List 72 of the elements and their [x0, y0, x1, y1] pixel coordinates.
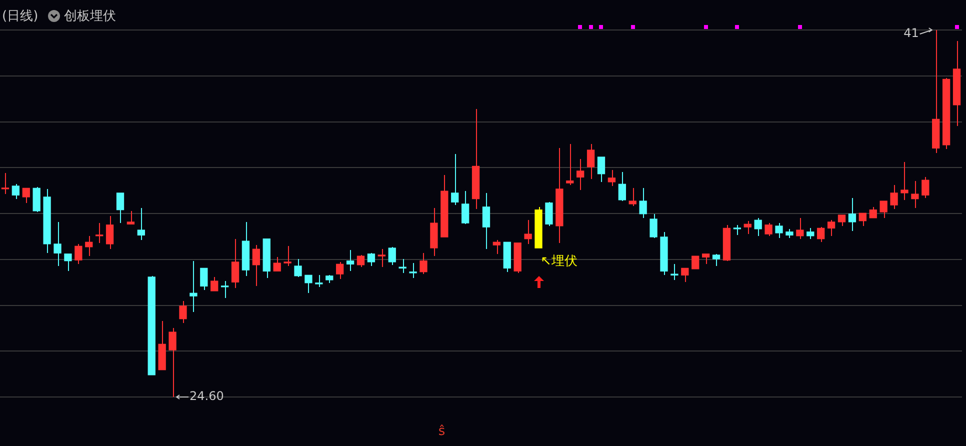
candlestick — [670, 264, 678, 280]
candlestick — [545, 202, 553, 226]
candlestick — [618, 172, 626, 202]
candlestick — [210, 276, 218, 292]
candlestick — [681, 268, 689, 282]
annotation: ↖埋伏 — [540, 253, 578, 270]
candlestick — [231, 238, 240, 288]
candlestick — [806, 228, 814, 240]
candlestick — [315, 274, 323, 288]
candlestick — [524, 220, 532, 244]
candlestick — [294, 258, 302, 278]
candlestick — [74, 244, 82, 264]
candlestick — [346, 250, 354, 272]
candlestick — [126, 210, 135, 224]
candlestick — [586, 144, 595, 180]
annotation: 41 — [904, 26, 919, 40]
candlestick — [628, 188, 636, 206]
candlestick — [32, 186, 40, 212]
candlestick — [482, 192, 490, 250]
candlestick — [858, 212, 866, 226]
candlestick — [461, 190, 470, 224]
candlestick — [273, 256, 281, 272]
candlestick — [650, 214, 658, 238]
candlestick — [890, 184, 898, 210]
candlestick — [179, 300, 187, 324]
annotation: 24.60 — [190, 389, 224, 404]
candlestick — [356, 254, 365, 268]
candlestick — [639, 188, 647, 218]
candlestick — [492, 240, 501, 254]
candlestick — [304, 274, 312, 294]
candlestick — [252, 244, 260, 286]
candlestick — [848, 198, 856, 232]
candlestick — [85, 236, 93, 256]
candlestick — [817, 226, 825, 242]
candlestick — [137, 208, 145, 240]
candlestick — [378, 248, 386, 268]
candlestick — [420, 252, 428, 274]
candlestick — [367, 252, 376, 266]
text: ŝ — [438, 424, 446, 439]
candlestick — [200, 268, 208, 290]
candlestick — [116, 192, 124, 224]
chart-title: (日线) — [2, 8, 38, 25]
candlestick — [451, 154, 459, 206]
candlestick — [692, 256, 700, 270]
candlestick — [336, 262, 344, 280]
candlestick — [388, 246, 396, 266]
candlestick — [22, 188, 30, 204]
candlestick — [409, 262, 417, 278]
candlestick — [64, 254, 72, 272]
candlestick — [754, 218, 762, 236]
candlestick — [608, 170, 616, 186]
chart-subtitle: 创板埋伏 — [64, 8, 116, 25]
candlestick — [922, 176, 930, 198]
candlestick — [712, 254, 720, 266]
candlestick — [566, 144, 574, 186]
candlestick — [190, 260, 198, 312]
candlestick — [12, 184, 20, 200]
candlestick — [597, 156, 606, 182]
candlestick — [54, 222, 62, 266]
candlestick — [744, 220, 752, 234]
candlestick — [106, 216, 114, 250]
candlestick — [900, 162, 908, 200]
candlestick — [827, 220, 836, 236]
candlestick — [911, 180, 919, 208]
candlestick — [880, 200, 888, 218]
candlestick — [764, 222, 772, 236]
candlestick — [796, 218, 804, 240]
candlestick — [284, 246, 292, 266]
candlestick — [838, 214, 846, 226]
candlestick — [702, 254, 710, 264]
candlestick — [576, 158, 584, 190]
candlestick — [775, 222, 783, 238]
